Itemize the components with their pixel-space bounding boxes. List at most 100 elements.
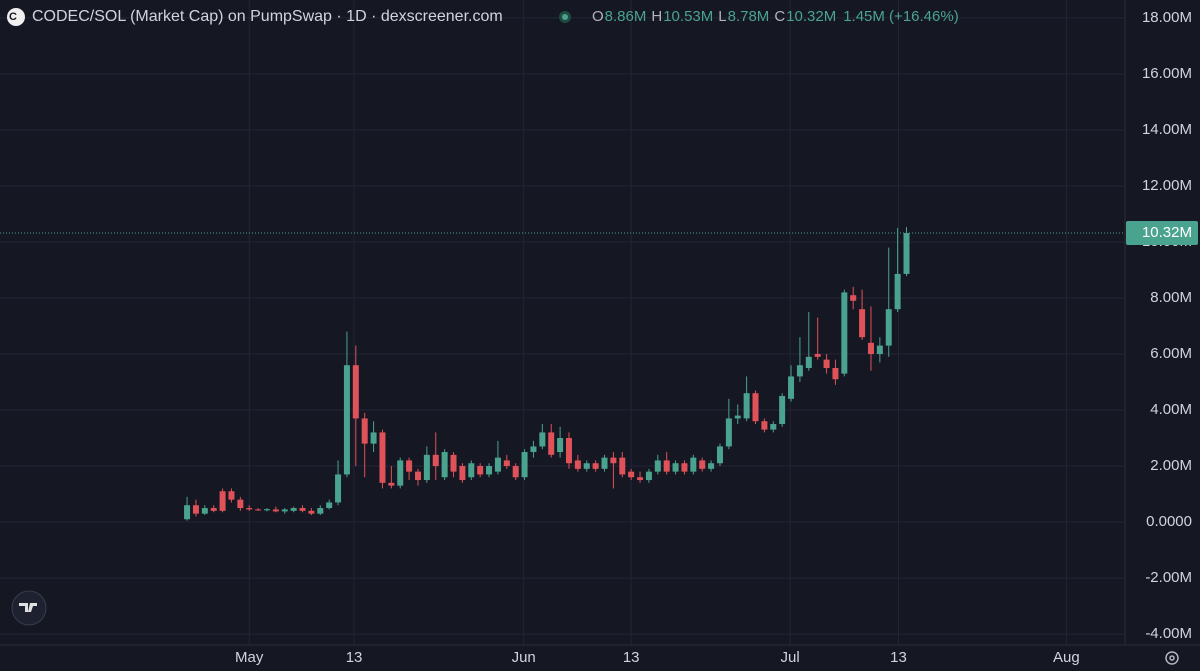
y-tick-label: 0.0000 <box>1146 513 1192 530</box>
candle-body <box>361 418 368 444</box>
candle-body <box>796 365 803 377</box>
candle-body <box>441 452 448 478</box>
candle-body <box>699 460 706 469</box>
logo-mark: C <box>9 11 17 23</box>
candle-body <box>335 474 342 503</box>
candle-body <box>876 345 883 355</box>
gear[interactable] <box>1165 651 1179 665</box>
candle-body <box>601 457 608 469</box>
y-tick-label: 6.00M <box>1150 345 1192 362</box>
candle-body <box>645 471 652 481</box>
candle-body <box>201 508 208 514</box>
x-tick-label: 13 <box>346 649 363 666</box>
status-dot <box>562 14 568 20</box>
change: 1.45M (+16.46%) <box>843 8 958 25</box>
candle-body <box>548 432 555 455</box>
candle-body <box>290 508 297 511</box>
candle-body <box>512 466 519 478</box>
candle-body <box>583 463 590 469</box>
tv-logo[interactable] <box>11 590 47 626</box>
x-tick-label: 13 <box>623 649 640 666</box>
candle-body <box>761 421 768 430</box>
y-tick-label: 12.00M <box>1142 177 1192 194</box>
ohlc-label: L <box>718 8 726 25</box>
candle-body <box>414 471 421 481</box>
x-tick-label: May <box>235 649 264 666</box>
candle-body <box>690 457 697 472</box>
candle-body <box>805 356 812 369</box>
chart-title: CODEC/SOL (Market Cap) on PumpSwap · 1D … <box>32 8 503 25</box>
tv-logo-glyph <box>19 603 37 612</box>
y-tick-label: 16.00M <box>1142 65 1192 82</box>
candle-body <box>663 460 670 472</box>
candle-body <box>263 509 270 511</box>
candle-body <box>859 309 866 338</box>
candle-body <box>370 432 377 444</box>
candle-body <box>459 466 466 481</box>
x-tick-label: 13 <box>890 649 907 666</box>
ohlc-label: C <box>774 8 785 25</box>
candle-body <box>272 509 279 512</box>
ohlc-value: 8.78M <box>728 8 770 25</box>
candle-body <box>752 393 759 422</box>
candle-body <box>450 454 457 472</box>
candle-body <box>539 432 546 447</box>
candle-body <box>219 491 226 511</box>
candle-body <box>894 273 901 310</box>
candle-body <box>494 457 501 472</box>
candle-body <box>406 460 413 472</box>
settings[interactable] <box>1165 651 1179 665</box>
candle-body <box>192 505 199 514</box>
ohlc: O 8.86M H 10.53M L 8.78M C 10.32M <box>592 8 836 25</box>
candle-body <box>867 342 874 355</box>
x-tick-label: Aug <box>1053 649 1080 666</box>
candle-body <box>388 482 395 486</box>
candle-body <box>557 438 564 453</box>
candle-body <box>610 457 617 464</box>
candle-body <box>397 460 404 486</box>
grid <box>0 0 1125 645</box>
last-price-box <box>1126 221 1198 246</box>
y-tick-label: 18.00M <box>1142 9 1192 26</box>
candle-body <box>423 454 430 481</box>
candle-body <box>716 446 723 464</box>
candle-body <box>654 460 661 472</box>
candle-body <box>184 505 191 520</box>
ohlc-value: 8.86M <box>605 8 647 25</box>
candle-body <box>832 368 839 380</box>
candle-body <box>343 365 350 475</box>
candle-body <box>521 452 528 478</box>
candle-body <box>734 415 741 419</box>
candle-body <box>486 466 493 475</box>
header: C CODEC/SOL (Market Cap) on PumpSwap · 1… <box>7 8 959 26</box>
candle-body <box>352 365 359 419</box>
candle-body <box>681 463 688 472</box>
logo <box>7 8 25 26</box>
candles <box>184 227 910 521</box>
candle-body <box>850 295 857 301</box>
candle-body <box>788 376 795 399</box>
candle-body <box>565 438 572 464</box>
ohlc-value: 10.32M <box>786 8 836 25</box>
candle-body <box>432 454 439 467</box>
candle-body <box>637 477 644 481</box>
candle-body <box>468 463 475 478</box>
candle-body <box>210 508 217 511</box>
candle-body <box>814 354 821 357</box>
candle-body <box>592 463 599 469</box>
candle-body <box>255 509 262 511</box>
candle-body <box>503 460 510 467</box>
candle-body <box>326 502 333 509</box>
candle-body <box>246 508 253 510</box>
candle-body <box>574 460 581 469</box>
x-tick-label: Jun <box>512 649 536 666</box>
candle-body <box>317 508 324 514</box>
candle-body <box>237 499 244 509</box>
candle-body <box>885 309 892 346</box>
candle-body <box>779 396 786 425</box>
ohlc-label: O <box>592 8 604 25</box>
candle-body <box>228 491 235 500</box>
